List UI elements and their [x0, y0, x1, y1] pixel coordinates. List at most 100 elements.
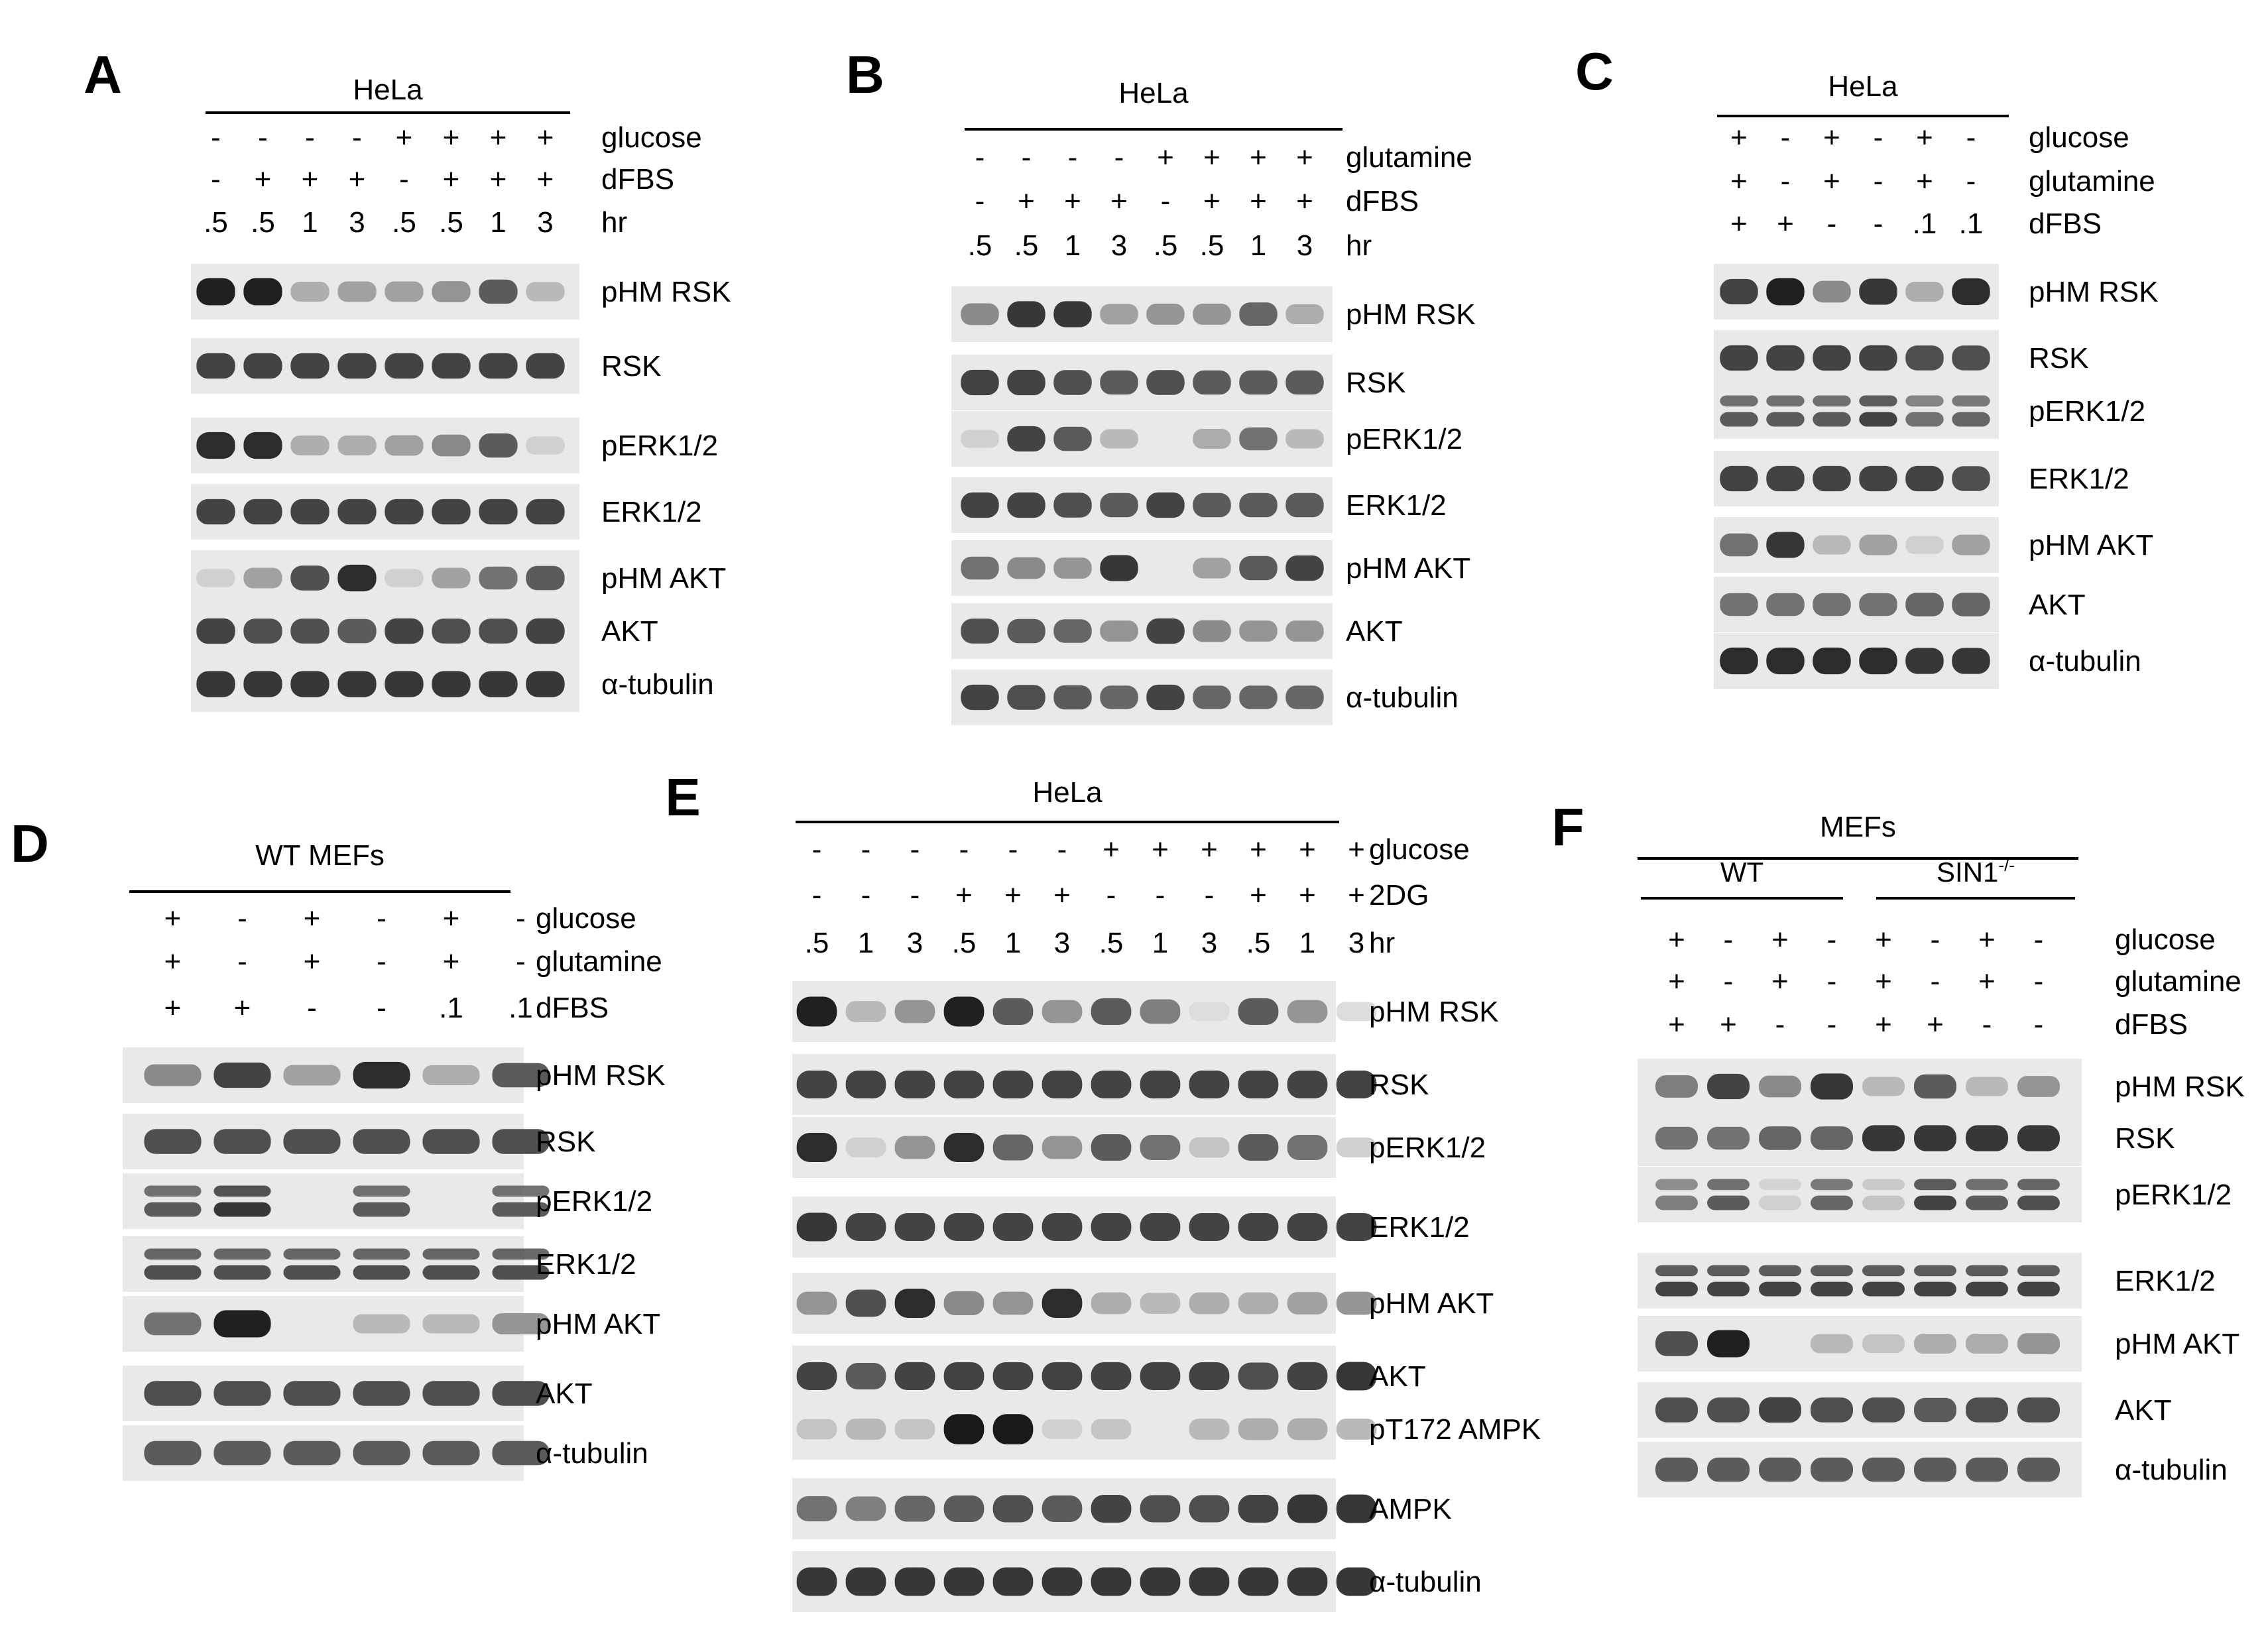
band [1053, 619, 1092, 643]
band [1100, 620, 1138, 642]
band [213, 1062, 271, 1088]
condition-mark: + [490, 121, 507, 154]
protein-label: pT172 AMPK [1369, 1413, 1541, 1446]
blot-background [1638, 1442, 2082, 1497]
band [290, 618, 329, 644]
condition-mark: - [910, 879, 920, 911]
band [1759, 1265, 1801, 1277]
band [1053, 685, 1092, 710]
condition-mark: + [1916, 121, 1933, 154]
band [283, 1065, 341, 1086]
condition-mark: + [1720, 1008, 1737, 1041]
band [2017, 1195, 2060, 1210]
condition-mark: - [1966, 121, 1976, 154]
condition-mark: + [490, 163, 507, 196]
band [283, 1315, 341, 1332]
blot-strip [792, 981, 1377, 1042]
band [283, 1185, 341, 1197]
band [1287, 1292, 1328, 1315]
condition-mark: - [211, 163, 221, 196]
band [1239, 370, 1278, 395]
condition-mark: .1 [1913, 207, 1937, 240]
band [1952, 593, 1990, 616]
condition-mark: - [2034, 965, 2044, 998]
condition-mark: + [1771, 923, 1789, 956]
band [283, 1129, 341, 1154]
band [1707, 1126, 1750, 1150]
band [1285, 493, 1324, 518]
band [2017, 1179, 2060, 1191]
band [894, 1289, 935, 1318]
condition-label: 2DG [1369, 879, 1429, 911]
condition-mark: + [1875, 965, 1892, 998]
band [1238, 1418, 1279, 1440]
band [1905, 536, 1944, 554]
band [337, 436, 377, 455]
band [1811, 1126, 1853, 1150]
band [432, 671, 471, 697]
band [1287, 1494, 1328, 1523]
protein-label: α-tubulin [1369, 1566, 1482, 1598]
band [961, 430, 999, 448]
band [1720, 412, 1758, 427]
band [1862, 1334, 1905, 1354]
band [432, 434, 471, 457]
band [492, 1185, 550, 1197]
band [1140, 1213, 1181, 1241]
blot-strip [191, 338, 579, 394]
band [796, 1419, 837, 1440]
condition-mark: + [396, 121, 413, 154]
condition-mark: + [1157, 141, 1174, 174]
condition-label: glutamine [1346, 141, 1472, 174]
band [1239, 620, 1278, 642]
protein-label: AKT [536, 1377, 593, 1410]
band [1042, 1000, 1083, 1024]
protein-label: pERK1/2 [536, 1185, 652, 1218]
blot-strip [951, 355, 1333, 410]
blot-background [1638, 1059, 2082, 1114]
condition-mark: - [1781, 165, 1791, 198]
blot-background [1638, 1382, 2082, 1438]
band [943, 1213, 985, 1241]
band [1914, 1334, 1956, 1354]
band [196, 432, 235, 459]
band [1862, 1281, 1905, 1297]
band [1859, 345, 1897, 371]
band [1720, 593, 1758, 616]
band [290, 282, 329, 302]
band [1285, 304, 1324, 324]
band [1146, 684, 1185, 711]
condition-mark: + [304, 902, 321, 935]
band [1811, 1334, 1853, 1354]
blot-background [1714, 451, 1999, 506]
band [1140, 1567, 1181, 1596]
protein-label: RSK [1346, 367, 1405, 399]
band [1707, 1073, 1750, 1100]
protein-label: α-tubulin [1346, 681, 1459, 714]
band [213, 1129, 271, 1154]
blot-strip [191, 264, 579, 320]
band [796, 1133, 837, 1162]
band [845, 1213, 886, 1241]
band [213, 1440, 271, 1466]
band [1285, 620, 1324, 642]
band [845, 1138, 886, 1157]
band [796, 1567, 837, 1596]
protein-label: pHM RSK [536, 1059, 666, 1092]
blot-background [1714, 577, 1999, 632]
condition-mark: + [164, 902, 182, 935]
band [1766, 593, 1805, 616]
band [353, 1061, 410, 1089]
condition-mark: .5 [204, 206, 228, 239]
condition-mark: + [1004, 879, 1022, 911]
band [1707, 1457, 1750, 1482]
condition-mark: + [234, 992, 251, 1024]
band [1100, 370, 1138, 395]
band [1966, 1457, 2008, 1482]
protein-label: pERK1/2 [2115, 1179, 2232, 1211]
band [1759, 1126, 1801, 1150]
band [1914, 1397, 1956, 1423]
band [1238, 1362, 1279, 1390]
blot-strip [792, 1346, 1377, 1407]
